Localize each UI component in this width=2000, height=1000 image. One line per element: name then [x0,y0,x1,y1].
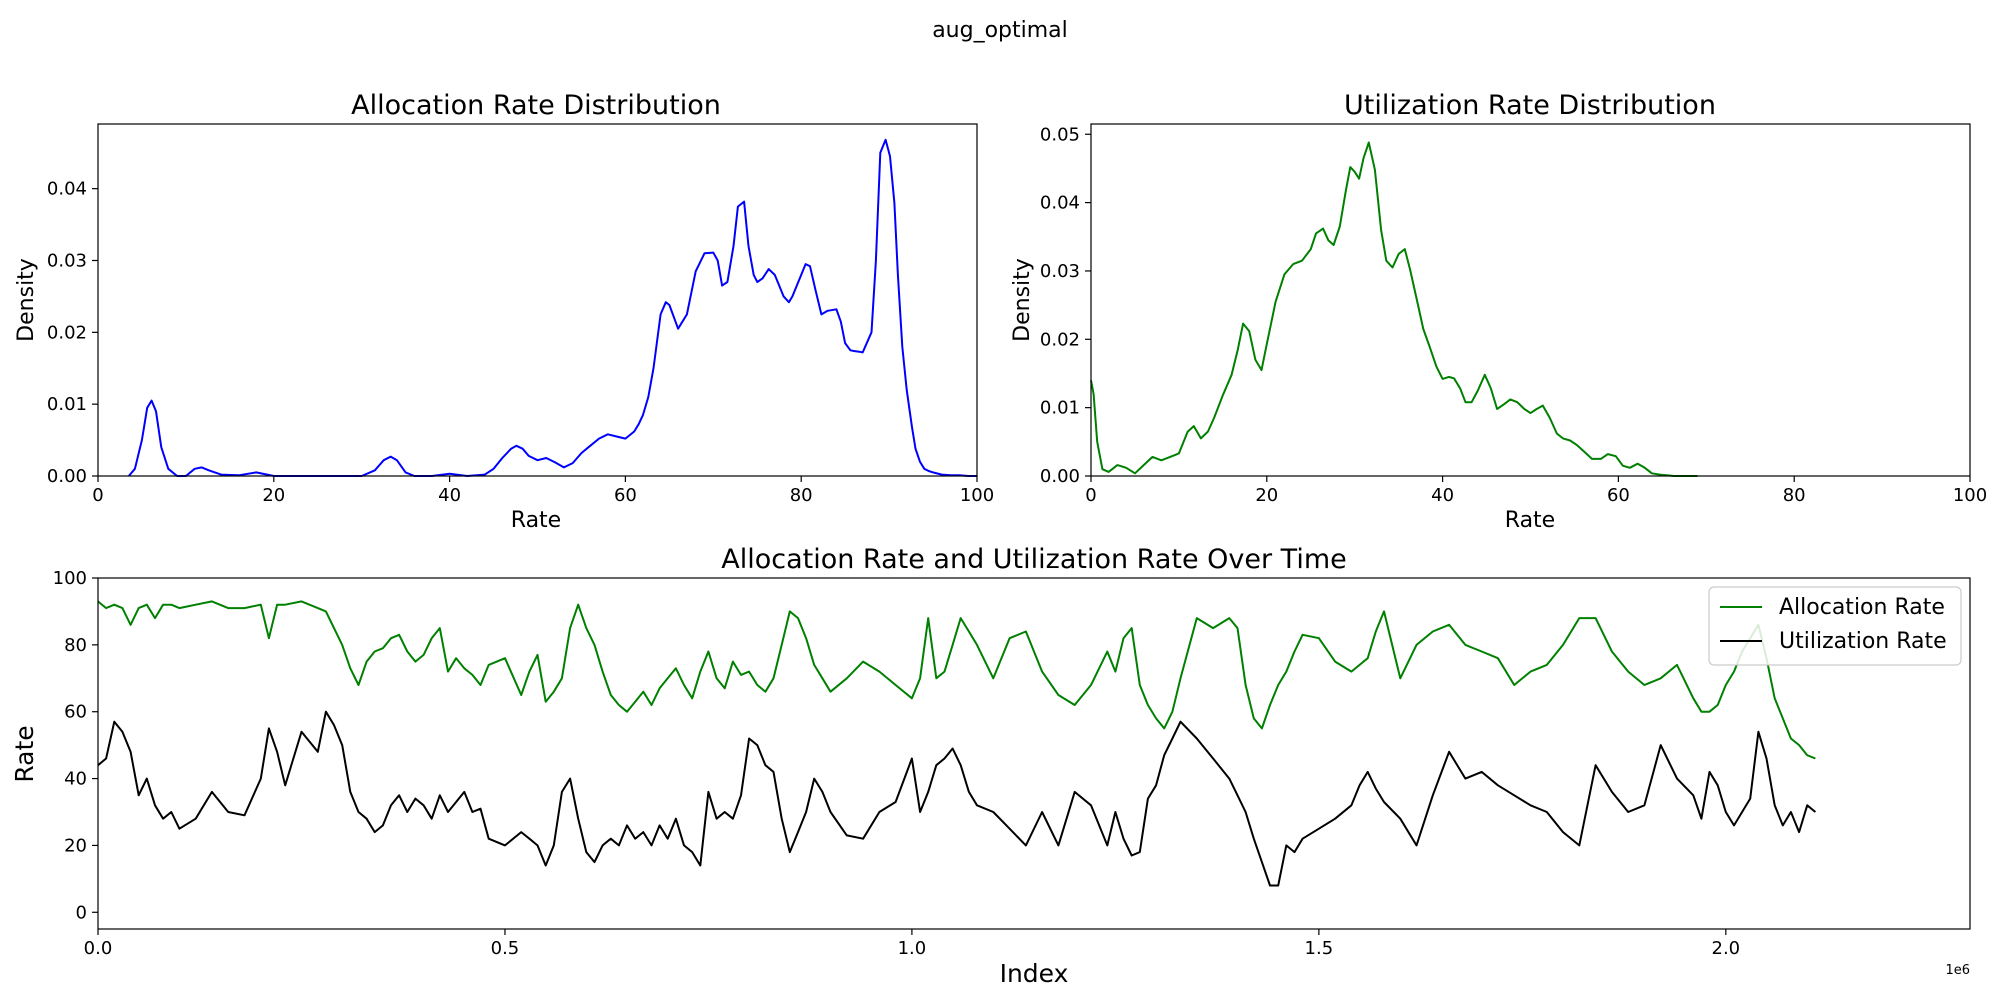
utilization-density-xtick-label: 0 [1085,485,1096,506]
rate-over-time-ylabel: Rate [10,725,39,782]
legend-allocation-label: Allocation Rate [1779,595,1945,620]
x-offset-label: 1e6 [1945,963,1970,978]
rate-over-time-xtick-label: 1.5 [1305,938,1334,959]
allocation-density-ytick-label: 0.03 [47,250,87,271]
utilization-density-xtick-label: 60 [1607,485,1630,506]
utilization-density-xtick-label: 20 [1255,485,1278,506]
allocation-density-ytick-label: 0.04 [47,179,87,200]
legend-utilization-label: Utilization Rate [1779,629,1947,654]
allocation-density-title: Allocation Rate Distribution [351,90,721,121]
utilization-density-series-utilization-rate [1090,141,1698,477]
rate-over-time-series-allocation-rate [97,600,1816,760]
rate-over-time-ytick-label: 0 [76,902,87,923]
rate-over-time-ytick-label: 100 [53,568,87,589]
rate-over-time-xtick-label: 2.0 [1712,938,1741,959]
utilization-density-xtick-label: 40 [1431,485,1454,506]
rate-over-time-xtick-label: 0.5 [491,938,520,959]
allocation-density-xtick-label: 20 [262,485,285,506]
utilization-density-xtick-label: 80 [1783,485,1806,506]
allocation-density-xtick-label: 80 [790,485,813,506]
allocation-density-ylabel: Density [14,258,39,342]
allocation-density-xlabel: Rate [511,508,561,533]
rate-over-time-xlabel: Index [1000,959,1069,988]
rate-over-time-ytick-label: 60 [64,702,87,723]
rate-over-time-chart: Allocation Rate and Utilization Rate Ove… [10,544,1971,988]
rate-over-time-series-utilization-rate [97,710,1817,887]
allocation-density-ytick-label: 0.01 [47,394,87,415]
utilization-density-ytick-label: 0.05 [1040,124,1080,145]
utilization-density-ytick-label: 0.00 [1040,466,1080,487]
utilization-density-title: Utilization Rate Distribution [1344,90,1716,121]
rate-over-time-plot-frame [97,577,1971,930]
allocation-density-xtick-label: 60 [614,485,637,506]
utilization-density-xlabel: Rate [1505,508,1555,533]
rate-over-time-title: Allocation Rate and Utilization Rate Ove… [721,544,1347,575]
allocation-density-chart: Allocation Rate Distribution 0 20 40 60 80 10… [14,90,994,533]
rate-over-time-ytick-label: 40 [64,769,87,790]
utilization-density-ytick-label: 0.01 [1040,398,1080,419]
legend: Allocation Rate Utilization Rate [1708,586,1962,666]
rate-over-time-ytick-label: 80 [64,635,87,656]
utilization-density-ytick-label: 0.03 [1040,261,1080,282]
utilization-density-plot-frame [1090,123,1971,477]
allocation-density-series-allocation-rate [128,138,977,477]
allocation-density-xtick-label: 40 [438,485,461,506]
utilization-density-ytick-label: 0.02 [1040,329,1080,350]
utilization-density-chart: Utilization Rate Distribution 0 20 40 60 80 1… [1010,90,1987,533]
utilization-density-xtick-label: 100 [1953,485,1987,506]
rate-over-time-ytick-label: 20 [64,835,87,856]
rate-over-time-xtick-label: 1.0 [898,938,927,959]
allocation-density-xtick-label: 100 [960,485,994,506]
rate-over-time-xtick-label: 0.0 [84,938,113,959]
legend-box [1708,586,1962,666]
allocation-density-plot-frame [97,123,978,477]
utilization-density-ytick-label: 0.04 [1040,193,1080,214]
allocation-density-ytick-label: 0.02 [47,322,87,343]
utilization-density-ylabel: Density [1010,258,1035,342]
figure-suptitle: aug_optimal [932,18,1068,43]
allocation-density-xtick-label: 0 [92,485,103,506]
allocation-density-ytick-label: 0.00 [47,466,87,487]
